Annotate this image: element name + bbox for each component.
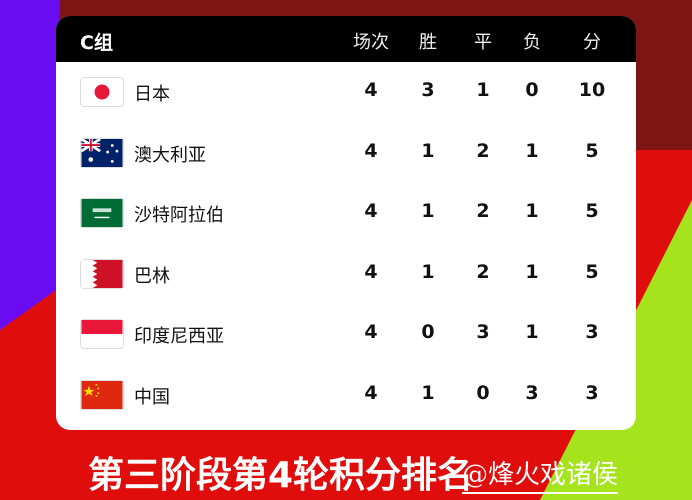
draws-value: 3	[476, 321, 490, 343]
table-row: 日本 4 3 1 0 10	[56, 62, 636, 122]
table-row: 巴林 4 1 2 1 5	[56, 244, 636, 304]
wins-value: 1	[421, 260, 435, 283]
watermark: @烽火戏诸侯	[462, 458, 619, 494]
table-row: 沙特阿拉伯 4 1 2 1 5	[56, 183, 636, 243]
standings-table: C组 场次 胜 平 负 分 日本 4 3 1 0 10 澳大利亚 4 1 2 1 5 沙特阿拉伯 4 1…	[56, 16, 636, 430]
group-title: C组	[80, 32, 113, 54]
played-value: 4	[364, 79, 378, 101]
points-value: 5	[585, 139, 599, 162]
wins-value: 1	[421, 381, 435, 404]
points-value: 5	[585, 260, 599, 283]
team-name: 沙特阿拉伯	[134, 205, 224, 226]
points-value: 3	[585, 381, 599, 404]
header-draws: 平	[474, 32, 492, 53]
draws-value: 2	[476, 200, 490, 222]
header-losses: 负	[523, 32, 541, 53]
caption: 第三阶段第4轮积分排名	[88, 455, 474, 496]
draws-value: 2	[476, 260, 490, 283]
losses-value: 1	[525, 321, 539, 343]
draws-value: 1	[476, 79, 490, 101]
team-name: 巴林	[134, 265, 170, 287]
team-name: 中国	[134, 386, 170, 408]
japan-flag-icon	[80, 77, 124, 107]
played-value: 4	[364, 139, 378, 162]
wins-value: 3	[421, 79, 435, 101]
table-row: 澳大利亚 4 1 2 1 5	[56, 123, 636, 183]
china-flag-icon	[80, 379, 124, 410]
bahrain-flag-icon	[80, 258, 124, 289]
table-row: 印度尼西亚 4 0 3 1 3	[56, 304, 636, 364]
played-value: 4	[364, 260, 378, 283]
losses-value: 0	[525, 79, 539, 101]
played-value: 4	[364, 321, 378, 343]
losses-value: 1	[525, 200, 539, 222]
header-played: 场次	[353, 32, 389, 53]
header-points: 分	[583, 32, 601, 53]
background-purple	[0, 0, 60, 330]
points-value: 3	[585, 321, 599, 343]
wins-value: 0	[421, 321, 435, 343]
losses-value: 1	[525, 139, 539, 162]
losses-value: 1	[525, 260, 539, 283]
table-row: 中国 4 1 0 3 3	[56, 365, 636, 425]
team-name: 日本	[134, 84, 170, 105]
points-value: 10	[578, 79, 606, 101]
table-header: C组 场次 胜 平 负 分	[56, 16, 636, 62]
played-value: 4	[364, 381, 378, 404]
wins-value: 1	[421, 200, 435, 222]
australia-flag-icon	[80, 137, 124, 168]
team-name: 印度尼西亚	[134, 326, 224, 347]
draws-value: 0	[476, 381, 490, 404]
losses-value: 3	[525, 381, 539, 404]
played-value: 4	[364, 200, 378, 222]
saudi-arabia-flag-icon	[80, 198, 124, 228]
points-value: 5	[585, 200, 599, 222]
draws-value: 2	[476, 139, 490, 162]
header-wins: 胜	[419, 32, 437, 53]
team-name: 澳大利亚	[134, 144, 206, 166]
wins-value: 1	[421, 139, 435, 162]
indonesia-flag-icon	[80, 319, 124, 349]
